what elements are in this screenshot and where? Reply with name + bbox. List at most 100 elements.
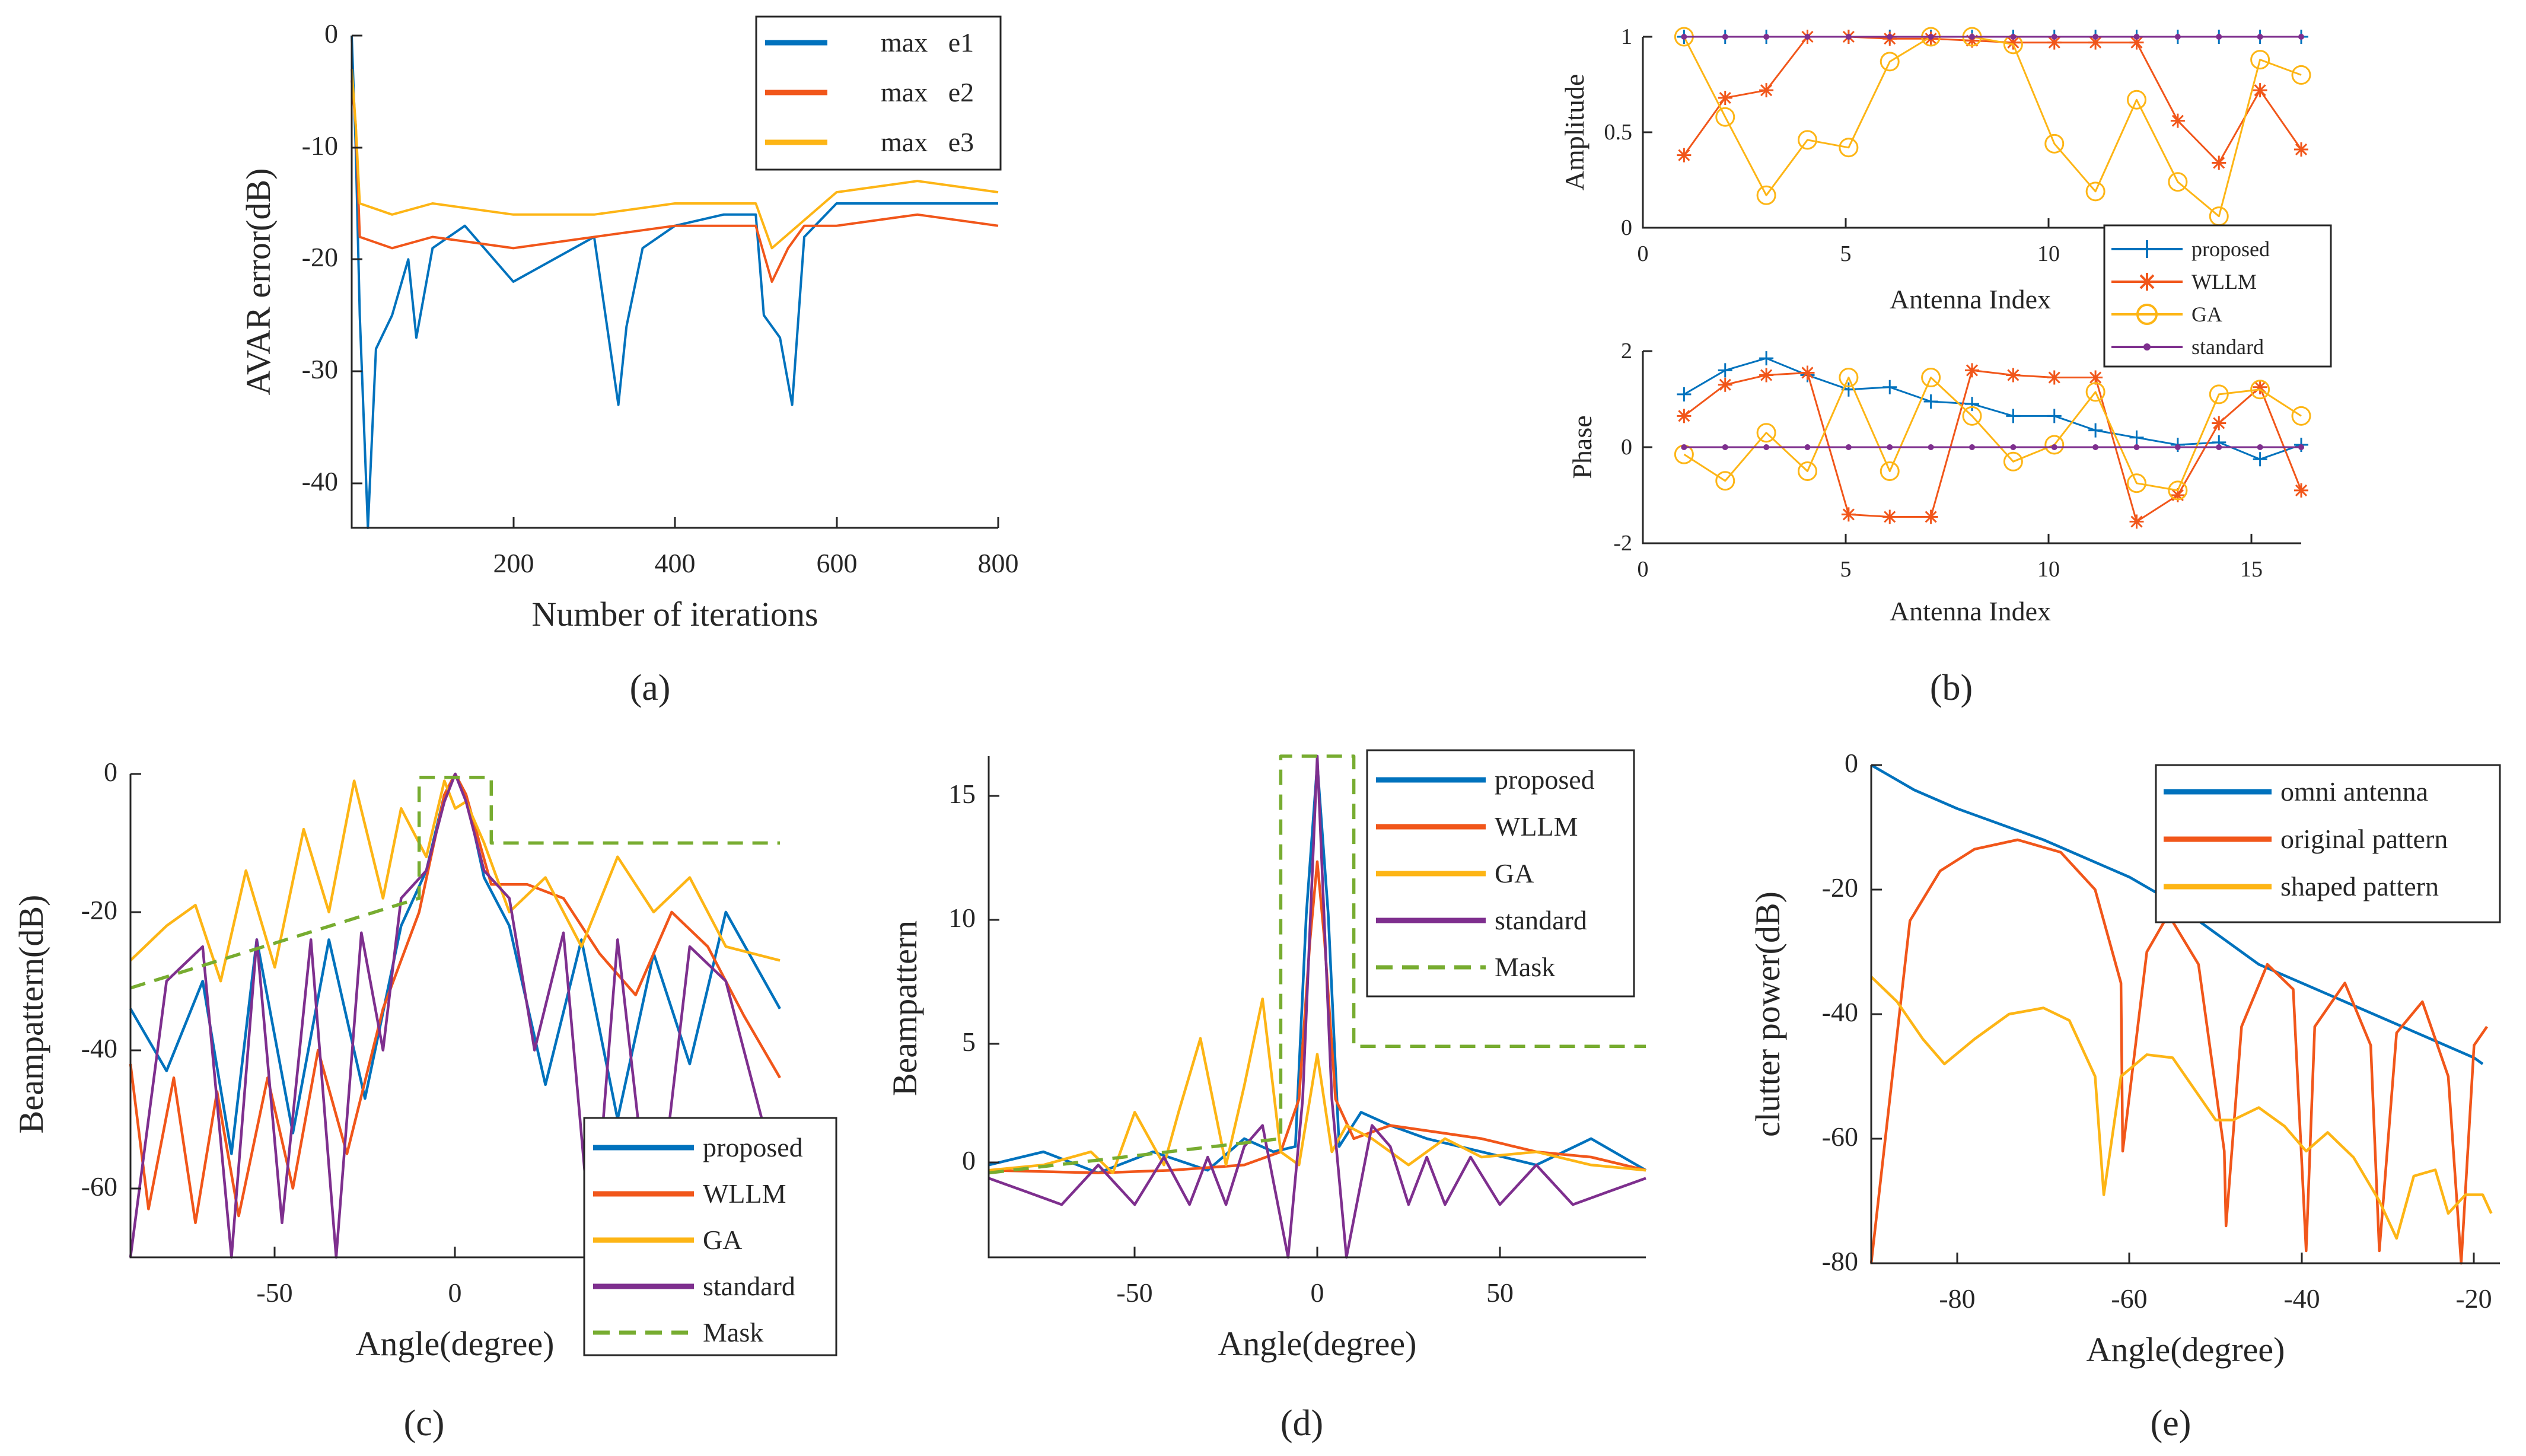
marker-circle <box>1962 406 1982 426</box>
marker-dot <box>2298 34 2304 40</box>
marker-circle <box>2291 406 2311 426</box>
ytick-label-d: 5 <box>962 1027 976 1057</box>
series-line-d-standard <box>988 754 1646 1259</box>
ytick-label-e: 0 <box>1845 748 1858 778</box>
y-ticks-e: 0 -20 -40 -60 -80 <box>1822 748 1882 1276</box>
marker-dot <box>2051 444 2057 450</box>
legend-label-b: standard <box>2191 335 2264 359</box>
marker-star <box>2170 488 2185 502</box>
xtick-label-b-phase: 5 <box>1840 557 1852 582</box>
series-line-b-phase-wllm <box>1683 369 2302 522</box>
marker-plus <box>2006 409 2021 423</box>
ytick-label-b-phase: 0 <box>1621 435 1632 460</box>
panel-label-a: (a) <box>630 668 671 708</box>
ytick-label-b-amplitude: 0.5 <box>1604 120 1633 145</box>
marker-circle <box>1715 471 1735 491</box>
marker-dot <box>2010 444 2017 450</box>
marker-circle <box>1839 138 1859 158</box>
legend-label-d: standard <box>1495 905 1587 935</box>
y-ticks-b-phase: 2 0 -2 <box>1613 339 1652 556</box>
legend-label-d: Mask <box>1495 952 1555 982</box>
marker-star <box>1882 509 1897 524</box>
x-ticks-a: 200 400 600 800 <box>493 517 1019 578</box>
xtick-label-a: 800 <box>978 548 1019 578</box>
marker-dot <box>1887 34 1893 40</box>
y-axis-label-b-phase: Phase <box>1567 415 1597 479</box>
marker-dot <box>1681 34 1687 40</box>
marker-star <box>2294 142 2308 157</box>
marker-circle <box>2003 451 2023 471</box>
ytick-label-a: -10 <box>302 130 338 161</box>
panel-a: 0 -10 -20 -30 -40 200 400 600 800 Number… <box>239 15 1019 708</box>
series-line-a-max-e2 <box>351 80 999 283</box>
series-line-b-amplitude-ga <box>1683 36 2302 218</box>
marker-dot <box>1845 34 1852 40</box>
legend-b: proposed WLLM GA standard <box>2103 224 2332 368</box>
ytick-label-a: -40 <box>302 466 338 496</box>
marker-star <box>2047 35 2062 50</box>
marker-circle <box>2168 480 2188 501</box>
marker-plus <box>2088 423 2103 438</box>
ytick-label-e: -60 <box>1822 1122 1858 1152</box>
series-line-a-max-e3 <box>351 69 999 250</box>
xtick-label-b-amplitude: 0 <box>1638 241 1649 266</box>
legend-label-b: GA <box>2191 302 2222 326</box>
xtick-label-c: 0 <box>448 1277 462 1308</box>
marker-dot <box>1845 444 1852 450</box>
legend-marker-b <box>2143 343 2151 351</box>
marker-circle <box>1880 461 1900 481</box>
marker-dot <box>2133 34 2140 40</box>
legend-d: proposed WLLM GA standard Mask <box>1366 749 1635 998</box>
marker-dot <box>2092 34 2099 40</box>
marker-dot <box>2051 34 2057 40</box>
marker-star <box>2294 483 2308 498</box>
xtick-label-d: 50 <box>1486 1277 1514 1308</box>
marker-circle <box>2044 133 2065 154</box>
xtick-label-d: -50 <box>1116 1277 1152 1308</box>
ytick-label-e: -80 <box>1822 1246 1858 1276</box>
marker-dot <box>2174 444 2181 450</box>
marker-star <box>1677 409 1692 423</box>
legend-label-a: max e3 <box>881 127 974 157</box>
legend-label-e: shaped pattern <box>2280 871 2439 901</box>
marker-dot <box>1928 34 1934 40</box>
marker-dot <box>1969 444 1975 450</box>
legend-label-c: proposed <box>703 1132 803 1162</box>
marker-dot <box>1928 444 1934 450</box>
marker-star <box>2170 113 2185 128</box>
marker-circle <box>2168 172 2188 192</box>
xtick-label-b-amplitude: 5 <box>1840 241 1852 266</box>
x-ticks-b-phase: 0 5 10 15 <box>1638 534 2263 582</box>
legend-label-d: proposed <box>1495 764 1595 795</box>
ytick-label-c: -60 <box>81 1171 117 1202</box>
ytick-label-b-amplitude: 1 <box>1621 24 1632 49</box>
marker-dot <box>2010 34 2017 40</box>
xtick-label-b-phase: 0 <box>1638 557 1649 582</box>
marker-star <box>1718 377 1732 392</box>
ytick-label-a: 0 <box>324 18 338 49</box>
xtick-label-e: -60 <box>2111 1283 2147 1314</box>
legend-e: omni antenna original pattern shaped pat… <box>2155 764 2501 923</box>
marker-star <box>1923 509 1938 524</box>
marker-star <box>2253 380 2267 394</box>
marker-star <box>2253 83 2267 98</box>
marker-star <box>2006 368 2021 383</box>
marker-star <box>1841 507 1856 522</box>
ytick-label-b-phase: 2 <box>1621 339 1632 364</box>
marker-circle <box>1715 107 1735 127</box>
marker-star <box>2129 35 2144 50</box>
x-ticks-e: -80 -60 -40 -20 <box>1939 1253 2492 1314</box>
series-line-e-original-pattern <box>1869 838 2489 1265</box>
legend-marker-b <box>2138 273 2156 291</box>
marker-dot <box>1969 34 1975 40</box>
xtick-label-e: -20 <box>2455 1283 2492 1314</box>
marker-star <box>1759 83 1774 98</box>
ytick-label-b-phase: -2 <box>1613 531 1632 556</box>
marker-dot <box>2216 444 2222 450</box>
marker-circle <box>2127 90 2146 110</box>
x-axis-label-c: Angle(degree) <box>356 1324 555 1363</box>
marker-plus <box>1923 394 1938 409</box>
xtick-label-b-phase: 15 <box>2240 557 2263 582</box>
marker-plus <box>1882 380 1897 394</box>
ytick-label-c: 0 <box>104 757 117 787</box>
